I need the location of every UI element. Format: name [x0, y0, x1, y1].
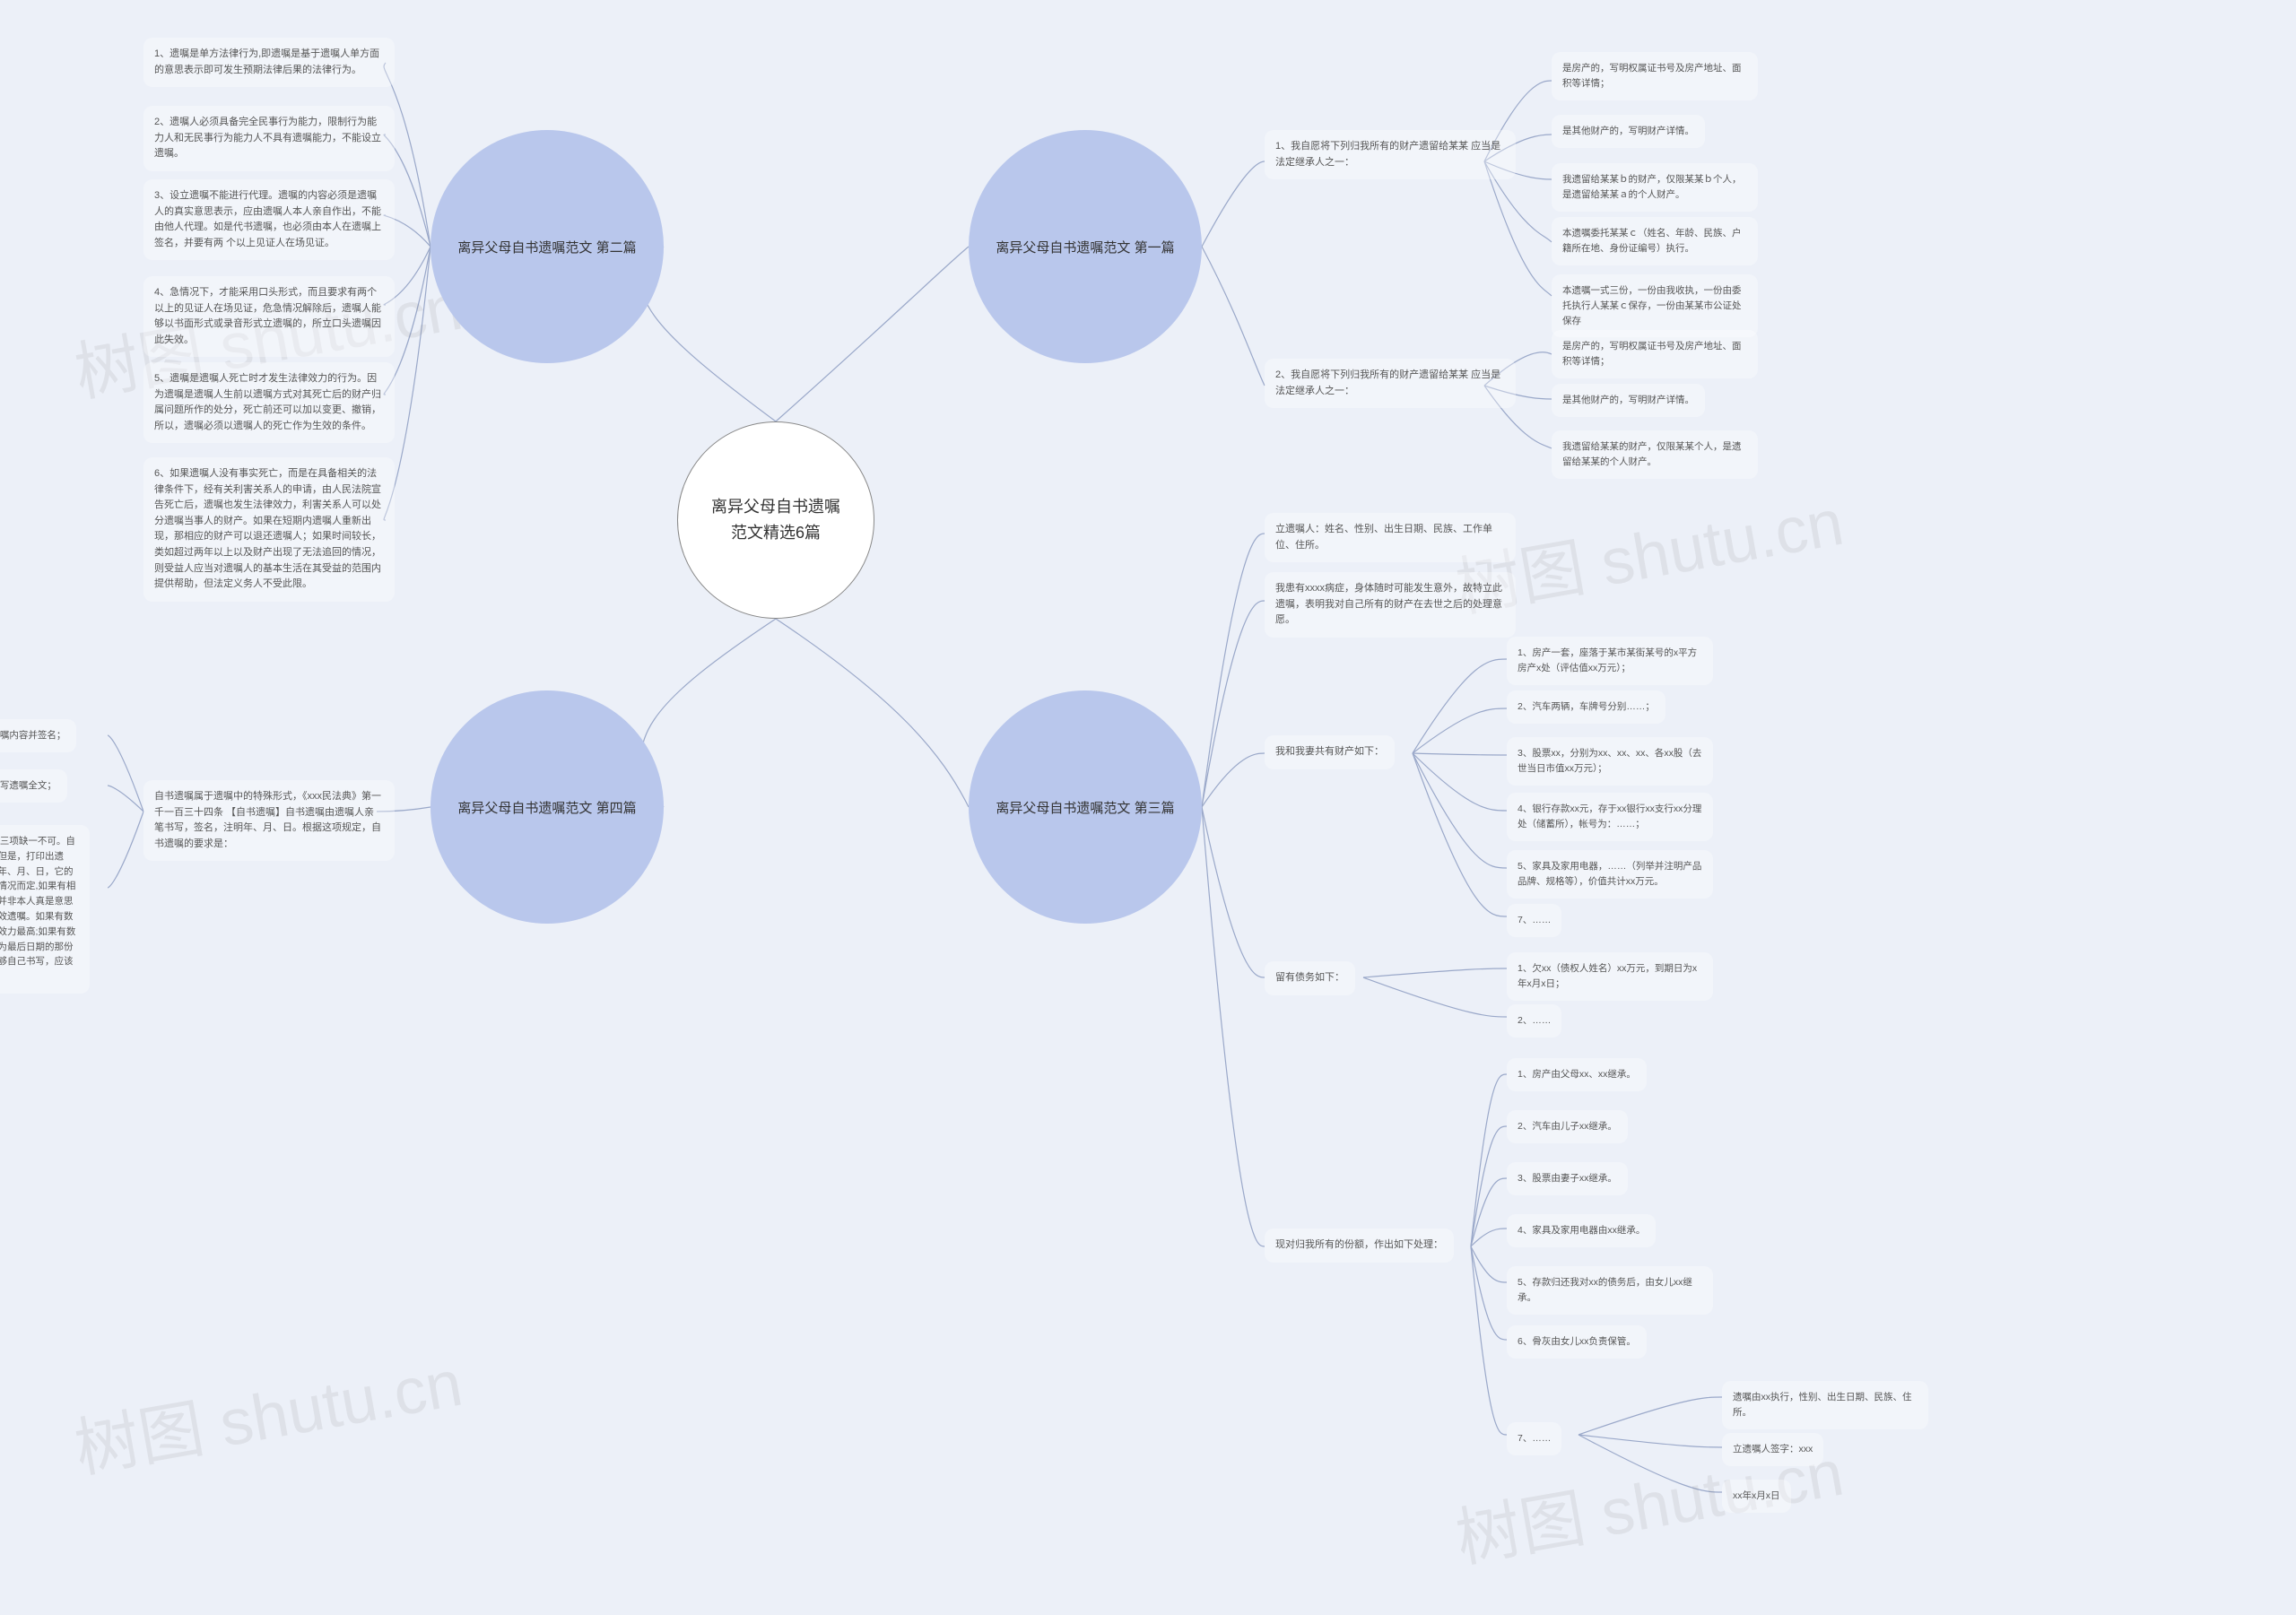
leaf-node: 3、设立遗嘱不能进行代理。遗嘱的内容必须是遗嘱人的真实意思表示，应由遗嘱人本人亲… — [144, 179, 395, 260]
branch-node: 离异父母自书遗嘱范文 第四篇 — [430, 690, 664, 924]
leaf-node: 2、汽车两辆，车牌号分别……； — [1507, 690, 1665, 724]
leaf-node: 我患有xxxx病症，身体随时可能发生意外，故特立此遗嘱，表明我对自己所有的财产在… — [1265, 572, 1516, 638]
leaf-node: 7、…… — [1507, 904, 1561, 937]
leaf-node: 本遗嘱委托某某ｃ（姓名、年龄、民族、户籍所在地、身份证编号）执行。 — [1552, 217, 1758, 265]
leaf-node: (1)须由遗嘱人亲笔书写遗嘱内容并签名； — [0, 719, 76, 752]
watermark: 树图 shutu.cn — [66, 1330, 468, 1490]
leaf-node: 6、骨灰由女儿xx负责保管。 — [1507, 1325, 1647, 1359]
leaf-node: 1、房产由父母xx、xx继承。 — [1507, 1058, 1647, 1091]
leaf-node: 自书遗嘱属于遗嘱中的特殊形式，《xxx民法典》第一千一百三十四条 【自书遗嘱】自… — [144, 780, 395, 861]
leaf-node: 2、遗嘱人必须具备完全民事行为能力，限制行为能力人和无民事行为能力人不具有遗嘱能… — [144, 106, 395, 171]
leaf-node: 现对归我所有的份额，作出如下处理： — [1265, 1229, 1454, 1263]
leaf-node: 2、我自愿将下列归我所有的财产遗留给某某 应当是法定继承人之一： — [1265, 359, 1516, 408]
leaf-node: 1、我自愿将下列归我所有的财产遗留给某某 应当是法定继承人之一： — [1265, 130, 1516, 179]
leaf-node: 1、欠xx（债权人姓名）xx万元，到期日为x年x月x日； — [1507, 952, 1713, 1001]
leaf-node: 本遗嘱一式三份，一份由我收执，一份由委托执行人某某ｃ保存，一份由某某市公证处保存 — [1552, 274, 1758, 337]
leaf-node: 5、存款归还我对xx的债务后，由女儿xx继承。 — [1507, 1266, 1713, 1315]
leaf-node: 7、…… — [1507, 1422, 1561, 1455]
branch-node: 离异父母自书遗嘱范文 第三篇 — [969, 690, 1202, 924]
leaf-node: 遗嘱由xx执行，性别、出生日期、民族、住所。 — [1722, 1381, 1928, 1429]
leaf-node: 2、汽车由儿子xx继承。 — [1507, 1110, 1628, 1143]
leaf-node: 1、房产一套，座落于某市某街某号的x平方房产x处（评估值xx万元）； — [1507, 637, 1713, 685]
leaf-node: 是房产的，写明权属证书号及房产地址、面积等详情； — [1552, 330, 1758, 378]
leaf-node: 我和我妻共有财产如下： — [1265, 735, 1395, 769]
center-node: 离异父母自书遗嘱范文精选6篇 — [677, 421, 874, 619]
leaf-node: 4、银行存款xx元，存于xx银行xx支行xx分理处（储蓄所），帐号为：……； — [1507, 793, 1713, 841]
leaf-node: (2)须由遗嘱人亲自用笔书写遗嘱全文； — [0, 769, 67, 803]
leaf-node: 5、遗嘱是遗嘱人死亡时才发生法律效力的行为。因为遗嘱是遗嘱人生前以遗嘱方式对其死… — [144, 362, 395, 443]
branch-node: 离异父母自书遗嘱范文 第一篇 — [969, 130, 1202, 363]
leaf-node: 立遗嘱人签字：xxx — [1722, 1433, 1823, 1466]
leaf-node: 我遗留给某某ｂ的财产，仅限某某ｂ个人，是遗留给某某ａ的个人财产。 — [1552, 163, 1758, 212]
leaf-node: 立遗嘱人：姓名、性别、出生日期、民族、工作单位、住所。 — [1265, 513, 1516, 562]
leaf-node: 1、遗嘱是单方法律行为,即遗嘱是基于遗嘱人单方面的意思表示即可发生预期法律后果的… — [144, 38, 395, 87]
leaf-node: 5、家具及家用电器，……（列举并注明产品品牌、规格等），价值共计xx万元。 — [1507, 850, 1713, 899]
leaf-node: 留有债务如下： — [1265, 961, 1355, 995]
leaf-node: 6、如果遗嘱人没有事实死亡，而是在具备相关的法律条件下，经有关利害关系人的申请，… — [144, 457, 395, 602]
leaf-node: 是房产的，写明权属证书号及房产地址、面积等详情； — [1552, 52, 1758, 100]
leaf-node: 是其他财产的，写明财产详情。 — [1552, 384, 1705, 417]
branch-node: 离异父母自书遗嘱范文 第二篇 — [430, 130, 664, 363]
leaf-node: 4、家具及家用电器由xx继承。 — [1507, 1214, 1656, 1247]
leaf-node: 2、…… — [1507, 1004, 1561, 1038]
leaf-node: 3、股票由妻子xx继承。 — [1507, 1162, 1628, 1195]
leaf-node: 3、股票xx，分别为xx、xx、xx、各xx股（去世当日市值xx万元）； — [1507, 737, 1713, 786]
leaf-node: xx年x月x日 — [1722, 1480, 1791, 1513]
leaf-node: 我遗留给某某的财产，仅限某某个人，是遗留给某某的个人财产。 — [1552, 430, 1758, 479]
leaf-node: 4、急情况下，才能采用口头形式，而且要求有两个以上的见证人在场见证，危急情况解除… — [144, 276, 395, 357]
leaf-node: (3)必须注明年、月、日，三项缺一不可。自书遗嘱并不需要见证人。但是，打印出遗嘱… — [0, 825, 90, 994]
leaf-node: 是其他财产的，写明财产详情。 — [1552, 115, 1705, 148]
